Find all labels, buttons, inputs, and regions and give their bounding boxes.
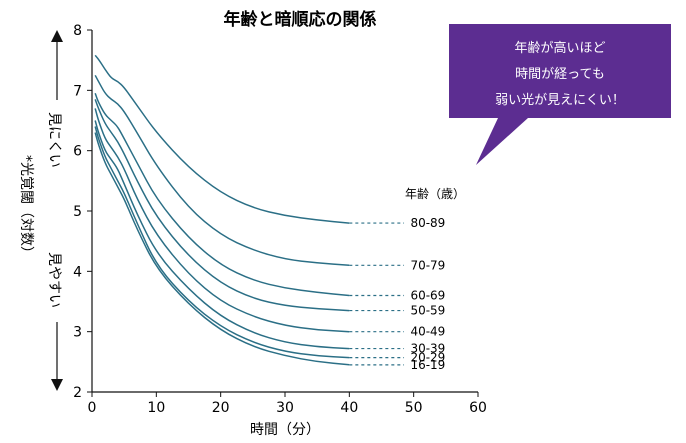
- x-tick-label: 0: [88, 400, 97, 416]
- callout-box: [449, 24, 671, 118]
- series-label-40-49: 40-49: [410, 325, 445, 339]
- series-line-80-89: [94, 54, 350, 224]
- callout-line-2: 時間が経っても: [515, 67, 605, 82]
- series-line-40-49: [94, 108, 350, 333]
- x-tick-label: 20: [212, 400, 230, 416]
- legend-title: 年齢（歳）: [405, 186, 465, 201]
- upper-arrowhead: [51, 30, 63, 42]
- callout-line-3: 弱い光が見えにくい！: [495, 93, 625, 108]
- y-axis-label: *光覚閾（対数）: [18, 155, 34, 260]
- y-tick-label: 5: [73, 204, 82, 220]
- y-tick-label: 8: [73, 23, 82, 39]
- x-tick-label: 10: [147, 400, 165, 416]
- series-label-80-89: 80-89: [410, 216, 445, 230]
- series-label-60-69: 60-69: [410, 288, 445, 302]
- x-tick-label: 60: [469, 400, 487, 416]
- series-label-70-79: 70-79: [410, 258, 445, 272]
- series-line-50-59: [94, 99, 350, 312]
- tick-layer: 0 10 20 30 40 50 60 2 3 4 5 6 7 8: [73, 23, 487, 416]
- x-tick-label: 50: [405, 400, 423, 416]
- series-label-20-29: 20-29: [410, 351, 445, 365]
- x-axis-label: 時間（分）: [250, 422, 320, 438]
- x-tick-label: 40: [340, 400, 358, 416]
- series-label-50-59: 50-59: [410, 304, 445, 318]
- series-line-70-79: [94, 74, 350, 267]
- y-tick-label: 6: [73, 144, 82, 160]
- callout-line-1: 年齢が高いほど: [514, 40, 605, 56]
- y-tick-label: 3: [73, 325, 82, 341]
- series-label-16-19: 16-19: [410, 358, 445, 372]
- x-tick-label: 30: [276, 400, 294, 416]
- series-line-20-29: [94, 126, 350, 359]
- callout-tail: [476, 118, 528, 165]
- series-label-30-39: 30-39: [410, 342, 445, 356]
- y-label-lower: 見やすい: [46, 252, 62, 308]
- series-line-16-19: [94, 132, 350, 366]
- y-tick-label: 2: [73, 385, 82, 401]
- chart-title: 年齢と暗順応の関係: [224, 9, 377, 30]
- y-orientation-indicator: 見にくい 見やすい: [46, 30, 63, 391]
- y-tick-label: 4: [73, 264, 82, 280]
- y-label-upper: 見にくい: [46, 112, 62, 168]
- series-line-30-39: [94, 120, 350, 350]
- lower-arrowhead: [51, 379, 63, 391]
- y-tick-label: 7: [73, 83, 82, 99]
- callout-bubble: 年齢が高いほど 時間が経っても 弱い光が見えにくい！: [449, 24, 671, 165]
- series-line-60-69: [94, 93, 350, 297]
